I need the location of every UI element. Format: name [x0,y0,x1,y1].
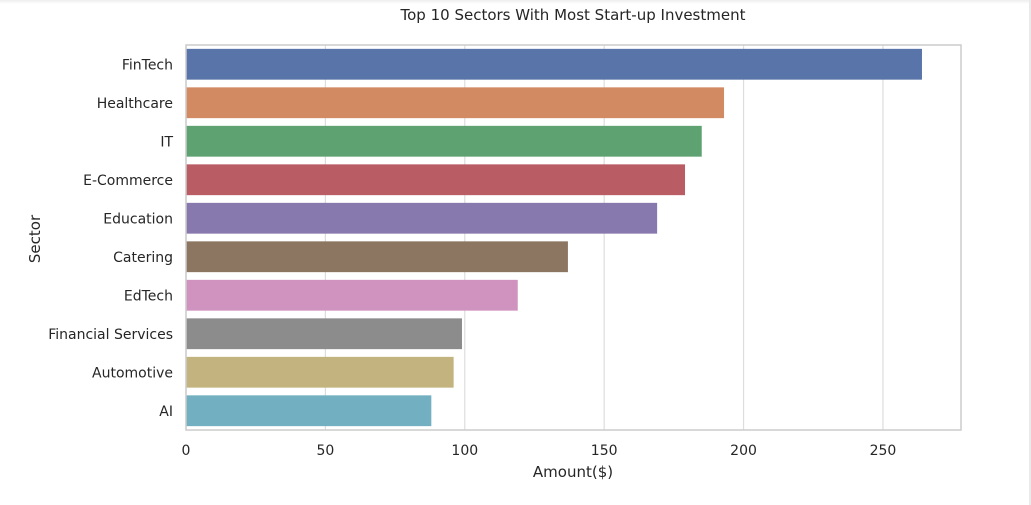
y-tick-label: E-Commerce [83,173,173,189]
x-tick-label: 50 [316,443,334,459]
x-tick-labels: 0 50 100 150 200 250 [182,443,897,459]
x-tick-label: 150 [591,443,618,459]
x-tick-label: 200 [730,443,757,459]
bar [186,241,568,273]
bar [186,164,686,196]
y-tick-label: AI [159,404,173,420]
x-tick-label: 250 [870,443,897,459]
y-tick-labels: FinTech Healthcare IT E-Commerce Education Ca… [48,57,173,420]
x-axis-label: Amount($) [533,463,613,481]
y-tick-label: IT [160,134,173,150]
y-tick-label: Catering [113,250,173,266]
x-tick-label: 0 [182,443,191,459]
plot-frame [185,44,962,431]
y-tick-label: Financial Services [48,327,173,343]
bar [186,48,922,80]
bar [186,395,432,427]
bar [186,87,725,119]
y-axis-label: Sector [26,214,44,263]
bar [186,202,658,234]
x-tick-label: 100 [451,443,478,459]
bar [186,356,454,388]
right-edge-line [1029,0,1031,505]
y-tick-label: Healthcare [97,96,173,112]
y-tick-label: EdTech [124,288,173,304]
y-tick-label: FinTech [122,57,173,73]
bar [186,318,462,350]
y-tick-label: Education [103,211,173,227]
bars [186,48,922,427]
bar [186,279,518,311]
top-edge-shadow [0,0,1031,4]
bar [186,125,702,157]
y-tick-label: Automotive [92,365,173,381]
chart-title: Top 10 Sectors With Most Start-up Invest… [400,6,746,24]
